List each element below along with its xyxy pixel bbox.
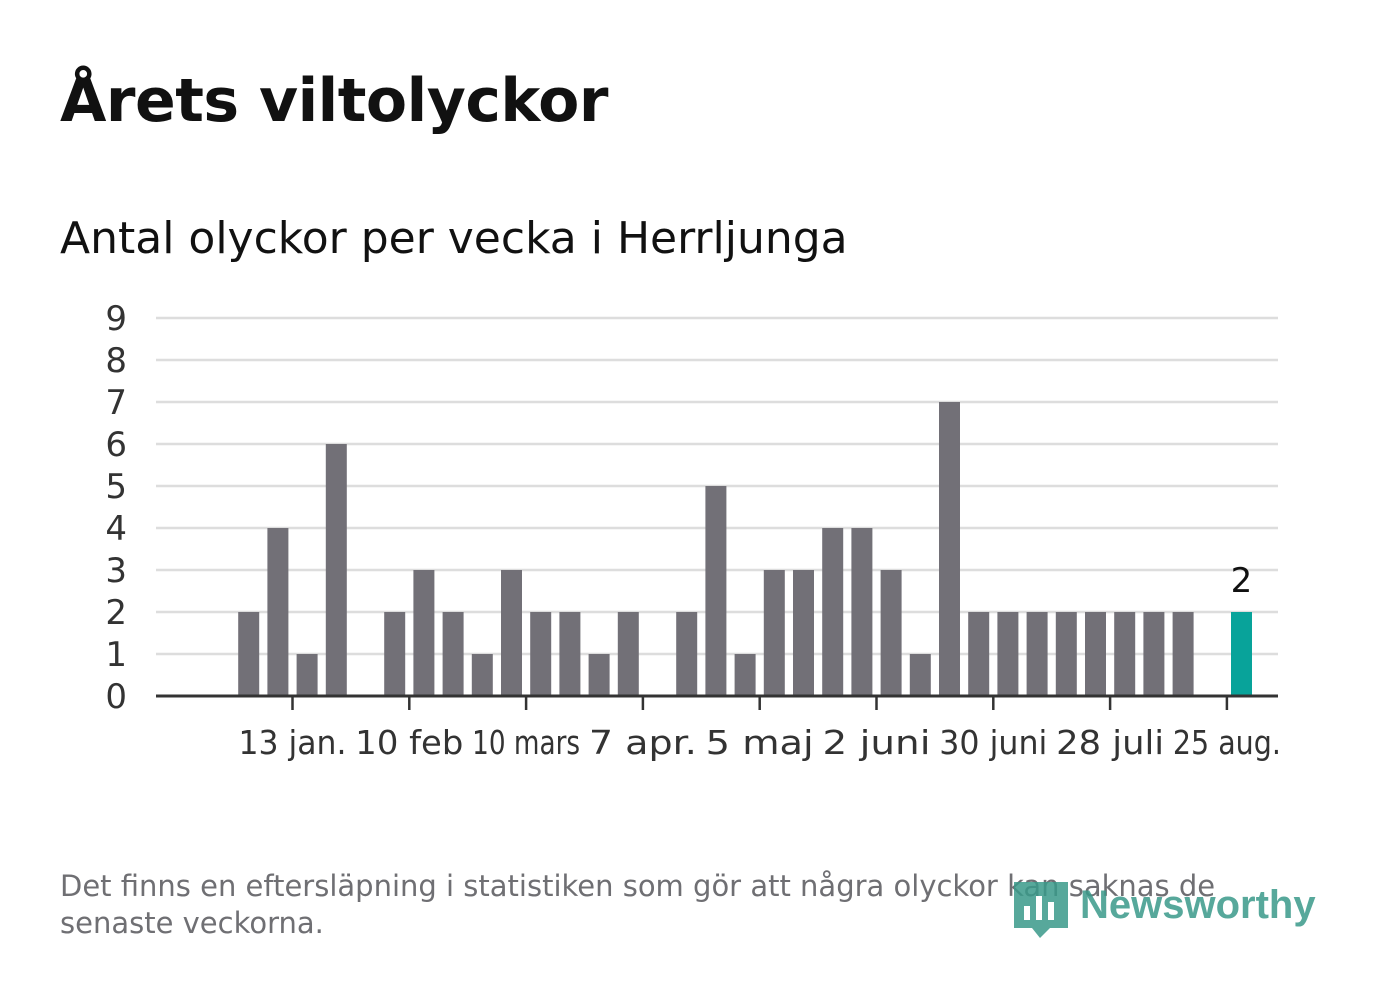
x-tick-label: 10 feb [355, 723, 463, 762]
bar [588, 654, 610, 696]
bar [384, 612, 406, 696]
x-tick-label: 13 jan. [239, 723, 347, 762]
bar [1143, 612, 1165, 696]
bar [676, 612, 698, 696]
bar [471, 654, 493, 696]
x-tick-label: 2 juni [823, 723, 931, 762]
bar [617, 612, 639, 696]
bar [793, 570, 814, 696]
bar [939, 402, 960, 696]
bar [734, 654, 756, 696]
y-tick-label: 1 [105, 635, 127, 675]
y-tick-label: 9 [105, 299, 127, 339]
y-tick-label: 0 [105, 677, 127, 717]
bar [763, 570, 785, 696]
newsworthy-logo-text: Newsworthy [1080, 883, 1316, 927]
bar [968, 612, 990, 696]
bar [822, 528, 844, 696]
bar [1085, 612, 1106, 696]
bar [413, 570, 435, 696]
bar [1026, 612, 1048, 696]
bar [267, 528, 289, 696]
bar [909, 654, 931, 696]
bar [442, 612, 464, 696]
bar [501, 570, 522, 696]
x-tick-label: 10 mars [472, 723, 580, 762]
y-tick-label: 3 [105, 551, 127, 591]
y-tick-label: 7 [105, 383, 127, 423]
y-tick-label: 6 [105, 425, 127, 465]
x-axis: 13 jan. 10 feb 10 mars 7 apr. 5 maj 2 juni 30 … [156, 694, 1281, 762]
newsworthy-logo: Newsworthy [1014, 882, 1316, 938]
chart-title: Årets viltolyckor [60, 66, 609, 136]
x-tick-label: 28 juli [1056, 723, 1164, 762]
x-tick-label: 25 aug. [1173, 723, 1281, 762]
annotations: 2 [1231, 561, 1253, 601]
newsworthy-logo-icon [1014, 882, 1068, 938]
bar [1055, 612, 1077, 696]
x-tick-label: 30 juni [939, 723, 1047, 762]
x-tick-label: 7 apr. [589, 723, 697, 762]
bar [559, 612, 581, 696]
bar [851, 528, 873, 696]
y-tick-label: 8 [105, 341, 127, 381]
y-tick-label: 2 [105, 593, 127, 633]
highlight-value-label: 2 [1231, 561, 1253, 601]
bar [325, 444, 347, 696]
chart-subtitle: Antal olyckor per vecka i Herrljunga [60, 213, 848, 264]
bar-highlight [1231, 612, 1252, 696]
bars [238, 402, 1252, 696]
bar [997, 612, 1019, 696]
bar [1114, 612, 1136, 696]
y-tick-label: 5 [105, 467, 127, 507]
bar [296, 654, 318, 696]
bar [238, 612, 260, 696]
y-tick-label: 4 [105, 509, 127, 549]
bar [530, 612, 552, 696]
bar [705, 486, 727, 696]
bar [880, 570, 902, 696]
bar [1172, 612, 1194, 696]
x-tick-label: 5 maj [706, 723, 814, 762]
